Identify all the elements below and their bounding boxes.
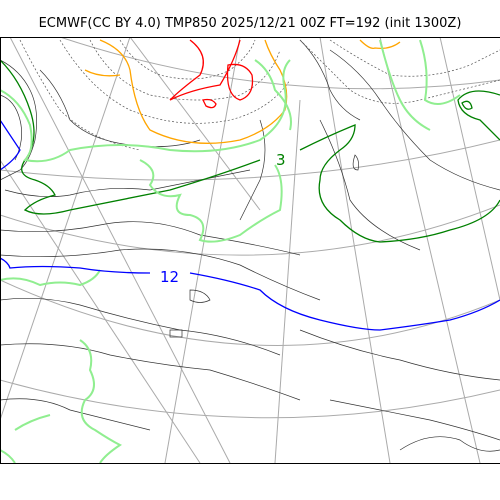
lightgreen-contour <box>0 269 101 287</box>
latitude-line <box>0 279 500 346</box>
lightgreen-contour <box>139 159 283 243</box>
latitude-line <box>59 37 500 90</box>
contour-label-3: 3 <box>276 151 286 169</box>
orange-contour <box>99 39 288 144</box>
lightgreen-contour <box>379 39 431 131</box>
map-title: ECMWF(CC BY 4.0) TMP850 2025/12/21 00Z F… <box>38 16 462 31</box>
longitude-line <box>0 37 131 421</box>
orange-contour <box>359 39 401 50</box>
weather-map: 12 3 <box>0 37 500 463</box>
lightgreen-contour <box>79 339 122 463</box>
red-contour <box>226 63 254 101</box>
latitude-line <box>0 139 500 181</box>
lightgreen-contour <box>254 59 292 131</box>
longitude-line <box>274 99 301 463</box>
orange-contours <box>84 39 401 144</box>
longitude-line <box>129 37 261 211</box>
green-contours <box>0 59 500 243</box>
lightgreen-contour <box>14 414 51 431</box>
green-contour <box>461 100 473 110</box>
green-contour <box>299 124 500 243</box>
coastlines <box>0 39 500 452</box>
green-contour <box>457 90 500 141</box>
contour-label-12: 12 <box>160 268 179 286</box>
lightgreen-contour <box>419 39 461 105</box>
green-contour <box>0 59 261 215</box>
lightgreen-contour <box>0 59 291 163</box>
blue-contour <box>0 119 21 171</box>
orange-contour <box>84 69 121 77</box>
lightgreen-contour <box>0 449 16 463</box>
latitude-line <box>0 379 500 419</box>
blue-contours <box>0 119 500 331</box>
blue-contour <box>189 272 500 331</box>
blue-contour <box>0 257 151 274</box>
longitude-line <box>439 37 500 301</box>
latitude-line <box>0 204 500 256</box>
longitude-line <box>0 159 201 463</box>
lightgreen-contours <box>0 39 461 463</box>
longitude-line <box>319 37 391 463</box>
red-contour <box>202 98 217 109</box>
longitude-line <box>164 37 241 463</box>
dotted-contours <box>19 39 500 151</box>
longitude-line <box>379 37 481 463</box>
red-contours <box>169 39 254 109</box>
